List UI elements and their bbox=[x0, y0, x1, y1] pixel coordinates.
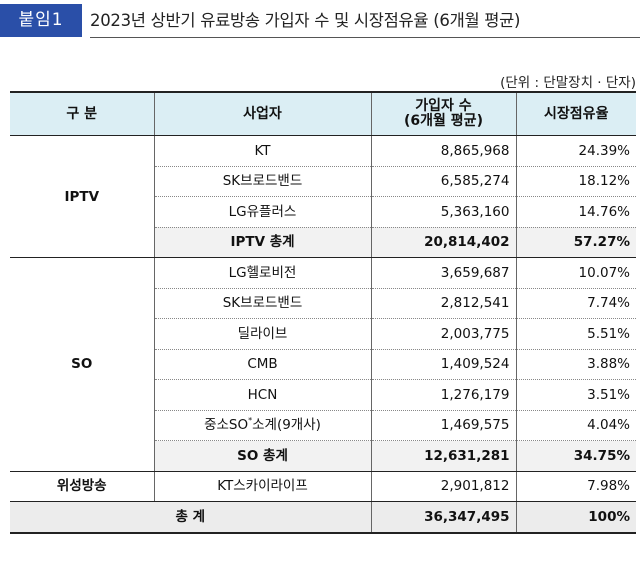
operator-name: LG헬로비전 bbox=[153, 257, 371, 289]
operator-name: LG유플러스 bbox=[153, 196, 371, 228]
subscriber-count: 5,363,160 bbox=[370, 196, 516, 228]
group-so: SO bbox=[10, 257, 154, 472]
market-share: 3.51% bbox=[515, 379, 636, 411]
subtotal-label: SO 총계 bbox=[153, 440, 371, 472]
subtotal-share: 57.27% bbox=[515, 227, 636, 258]
unit-note: (단위 : 단말장치 · 단자) bbox=[500, 75, 636, 91]
table-row: HCN 1,276,179 3.51% bbox=[10, 379, 636, 411]
operator-name: HCN bbox=[153, 379, 371, 411]
header-subscribers: 가입자 수 (6개월 평균) bbox=[370, 91, 516, 136]
market-share: 7.98% bbox=[515, 471, 636, 502]
operator-name: 딜라이브 bbox=[153, 318, 371, 350]
table-header-row: 구 분 사업자 가입자 수 (6개월 평균) 시장점유율 bbox=[10, 91, 636, 136]
document-title: 2023년 상반기 유료방송 가입자 수 및 시장점유율 (6개월 평균) bbox=[90, 11, 521, 30]
header-category: 구 분 bbox=[10, 91, 154, 136]
subscriber-share-table: 구 분 사업자 가입자 수 (6개월 평균) 시장점유율 IPTV KT 8,8… bbox=[10, 91, 636, 534]
subscriber-count: 2,812,541 bbox=[370, 288, 516, 319]
subtotal-share: 34.75% bbox=[515, 440, 636, 472]
table-row: 중소SO*소계(9개사) 1,469,575 4.04% bbox=[10, 410, 636, 441]
table-row: 위성방송 KT스카이라이프 2,901,812 7.98% bbox=[10, 471, 636, 502]
subtotal-subscribers: 12,631,281 bbox=[370, 440, 516, 472]
header-operator: 사업자 bbox=[153, 91, 371, 136]
subscriber-count: 3,659,687 bbox=[370, 257, 516, 289]
market-share: 24.39% bbox=[515, 135, 636, 167]
table-row: 딜라이브 2,003,775 5.51% bbox=[10, 318, 636, 350]
table-row: SK브로드밴드 6,585,274 18.12% bbox=[10, 166, 636, 197]
so-subtotal-row: SO 총계 12,631,281 34.75% bbox=[10, 440, 636, 472]
smallco-suffix: 소계(9개사) bbox=[252, 417, 321, 434]
group-satellite: 위성방송 bbox=[10, 471, 154, 502]
operator-name: SK브로드밴드 bbox=[153, 166, 371, 197]
market-share: 4.04% bbox=[515, 410, 636, 441]
total-share: 100% bbox=[515, 501, 636, 534]
subscriber-count: 1,276,179 bbox=[370, 379, 516, 411]
header-subscribers-line2: (6개월 평균) bbox=[404, 113, 483, 129]
total-label: 총 계 bbox=[10, 501, 371, 534]
total-subscribers: 36,347,495 bbox=[370, 501, 516, 534]
market-share: 3.88% bbox=[515, 349, 636, 380]
document-header: 붙임1 2023년 상반기 유료방송 가입자 수 및 시장점유율 (6개월 평균… bbox=[0, 0, 640, 42]
subscriber-count: 1,469,575 bbox=[370, 410, 516, 441]
operator-name: KT bbox=[153, 135, 371, 167]
smallco-footnote-mark: * bbox=[248, 416, 253, 426]
operator-name: SK브로드밴드 bbox=[153, 288, 371, 319]
market-share: 14.76% bbox=[515, 196, 636, 228]
subtotal-label: IPTV 총계 bbox=[153, 227, 371, 258]
subscriber-count: 8,865,968 bbox=[370, 135, 516, 167]
group-iptv: IPTV bbox=[10, 135, 154, 258]
market-share: 7.74% bbox=[515, 288, 636, 319]
attachment-badge: 붙임1 bbox=[0, 4, 82, 37]
table-row: IPTV KT 8,865,968 24.39% bbox=[10, 135, 636, 258]
operator-name-smallco: 중소SO*소계(9개사) bbox=[153, 410, 371, 441]
table-row: CMB 1,409,524 3.88% bbox=[10, 349, 636, 380]
header-share: 시장점유율 bbox=[515, 91, 636, 136]
subscriber-count: 2,003,775 bbox=[370, 318, 516, 350]
subtotal-subscribers: 20,814,402 bbox=[370, 227, 516, 258]
operator-name: KT스카이라이프 bbox=[153, 471, 371, 502]
operator-name: CMB bbox=[153, 349, 371, 380]
title-underline bbox=[90, 37, 640, 38]
market-share: 10.07% bbox=[515, 257, 636, 289]
table-row: LG유플러스 5,363,160 14.76% bbox=[10, 196, 636, 228]
market-share: 5.51% bbox=[515, 318, 636, 350]
grand-total-row: 총 계 36,347,495 100% bbox=[10, 501, 636, 534]
market-share: 18.12% bbox=[515, 166, 636, 197]
table-row: SK브로드밴드 2,812,541 7.74% bbox=[10, 288, 636, 319]
smallco-prefix: 중소SO bbox=[204, 417, 249, 434]
iptv-subtotal-row: IPTV 총계 20,814,402 57.27% bbox=[10, 227, 636, 258]
subscriber-count: 1,409,524 bbox=[370, 349, 516, 380]
subscriber-count: 6,585,274 bbox=[370, 166, 516, 197]
subscriber-count: 2,901,812 bbox=[370, 471, 516, 502]
table-row: SO LG헬로비전 3,659,687 10.07% bbox=[10, 257, 636, 472]
header-subscribers-line1: 가입자 수 bbox=[415, 98, 472, 114]
